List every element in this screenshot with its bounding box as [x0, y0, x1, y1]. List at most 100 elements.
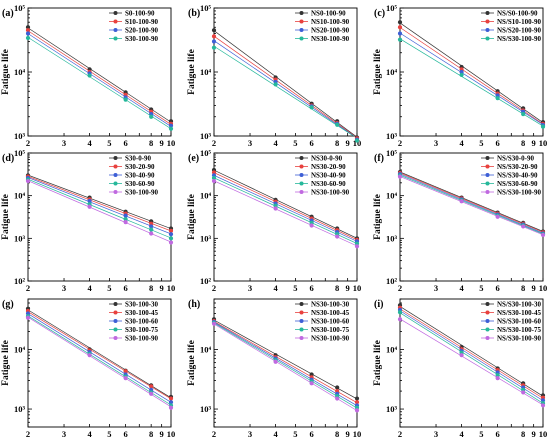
data-point	[211, 39, 217, 44]
data-point	[459, 69, 464, 75]
series-line	[400, 38, 543, 127]
data-point	[211, 178, 217, 184]
series-line	[214, 180, 357, 247]
legend-swatch-marker	[485, 336, 490, 340]
x-tick-label: 3	[434, 138, 438, 148]
legend-swatch-marker	[485, 28, 490, 32]
data-point	[149, 384, 154, 389]
x-tick-label: 8	[335, 429, 339, 439]
legend-swatch-marker	[113, 36, 118, 41]
x-tick-label: 6	[495, 283, 499, 293]
data-point	[397, 25, 403, 30]
series-line	[28, 27, 171, 123]
chart-panel: (c) Fatigue life 2 3 4 5 6 8 9 10 10³ 10⁴ 10⁵ NS/S0-1…	[373, 3, 547, 148]
data-point	[149, 114, 154, 119]
data-point	[354, 396, 360, 401]
x-tick-label: 8	[521, 283, 525, 293]
series-line	[214, 321, 357, 407]
data-point	[123, 369, 128, 374]
y-tick-label: 10⁵	[14, 3, 26, 13]
x-tick-label: 8	[335, 138, 339, 148]
x-tick-label: 2	[398, 429, 402, 439]
series-line	[400, 172, 543, 233]
legend-swatch-marker	[299, 28, 304, 32]
data-point	[273, 82, 278, 87]
data-point	[335, 385, 340, 390]
data-point	[495, 376, 500, 381]
x-tick-label: 10	[353, 138, 362, 148]
x-tick-label: 9	[346, 138, 350, 148]
y-tick-label: 10⁴	[200, 344, 212, 354]
series-line	[400, 27, 543, 125]
y-tick-label: 10²	[200, 276, 212, 286]
legend-swatch-marker	[485, 173, 490, 177]
x-tick-label: 9	[160, 138, 164, 148]
x-tick-label: 3	[434, 429, 438, 439]
x-tick-label: 3	[248, 138, 252, 148]
legend-swatch-marker	[113, 327, 118, 332]
data-point	[397, 37, 403, 42]
legend-label: S10-100-90	[125, 18, 159, 26]
x-tick-label: 5	[293, 429, 297, 439]
data-point	[540, 403, 546, 408]
series-line	[28, 30, 171, 125]
y-tick-label: 10⁴	[14, 67, 26, 77]
data-point	[354, 138, 360, 143]
legend-label: NS/S10-100-90	[497, 18, 541, 26]
legend-swatch-marker	[485, 156, 490, 160]
series-line	[400, 171, 543, 232]
x-tick-label: 5	[479, 138, 483, 148]
legend-label: S30-60-90	[125, 180, 155, 188]
x-tick-label: 4	[459, 138, 464, 148]
x-tick-label: 5	[479, 429, 483, 439]
x-tick-label: 10	[539, 283, 548, 293]
x-tick-label: 2	[212, 138, 216, 148]
x-tick-label: 9	[160, 429, 164, 439]
data-point	[211, 28, 217, 33]
legend-label: S30-0-90	[125, 155, 152, 163]
y-axis-title: Fatigue life	[373, 194, 383, 240]
legend-label: NS10-100-90	[311, 18, 350, 26]
x-tick-label: 10	[353, 283, 362, 293]
data-point	[309, 372, 314, 377]
y-tick-label: 10⁵	[386, 3, 398, 13]
series-line	[28, 174, 171, 229]
legend-swatch-marker	[485, 181, 490, 186]
series-line	[214, 177, 357, 244]
x-tick-label: 6	[123, 429, 127, 439]
data-point	[168, 123, 174, 128]
legend-label: NS/S30-100-90	[497, 335, 541, 343]
data-point	[123, 97, 128, 102]
x-tick-label: 5	[293, 138, 297, 148]
legend-swatch-marker	[485, 36, 490, 41]
x-tick-label: 2	[398, 283, 402, 293]
y-axis-title: Fatigue life	[1, 194, 11, 240]
series-line	[28, 37, 171, 130]
x-tick-label: 9	[160, 283, 164, 293]
y-tick-label: 10³	[200, 131, 212, 141]
legend-label: NS/S30-100-30	[497, 301, 541, 309]
data-point	[397, 174, 403, 179]
x-tick-label: 4	[87, 283, 92, 293]
chart-panel: (f) Fatigue life 2 3 4 5 6 8 9 10 10² 10³ 10⁴ 10⁵ NS/S…	[373, 148, 547, 293]
data-point	[335, 234, 340, 239]
series-line	[400, 174, 543, 235]
series-line	[214, 319, 357, 400]
data-point	[25, 178, 31, 184]
chart-panel: (h)Fatigue lifeStrain amplitude (%)23456…	[187, 298, 361, 439]
legend-label: S30-100-30	[125, 301, 159, 309]
legend-swatch-marker	[485, 19, 490, 24]
x-tick-label: 4	[87, 429, 92, 439]
series-line	[214, 323, 357, 411]
x-tick-label: 3	[62, 429, 66, 439]
y-tick-label: 10⁴	[386, 67, 398, 77]
x-tick-label: 6	[309, 283, 313, 293]
data-point	[397, 20, 403, 25]
x-tick-label: 4	[459, 283, 464, 293]
series-line	[28, 313, 171, 403]
legend-swatch-marker	[299, 190, 304, 194]
panel-label: (h)	[188, 299, 200, 310]
series-line	[400, 306, 543, 397]
x-tick-label: 6	[309, 138, 313, 148]
legend-label: NS/S0-100-90	[497, 10, 538, 18]
